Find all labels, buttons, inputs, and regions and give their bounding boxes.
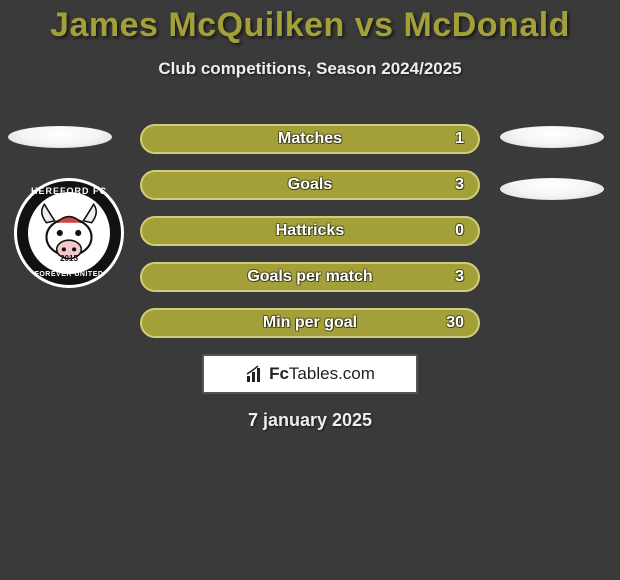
stat-value: 1 <box>455 130 464 148</box>
logo-text: FcTables.com <box>269 364 375 384</box>
crest-top-text: HEREFORD FC <box>14 186 124 196</box>
crest-year: 2015 <box>14 254 124 263</box>
logo-brand-c: .com <box>338 364 375 383</box>
logo-brand-a: Fc <box>269 364 289 383</box>
stat-value: 3 <box>455 176 464 194</box>
stat-row-matches: Matches 1 <box>140 124 480 154</box>
player-badge-right-1 <box>500 126 604 148</box>
page-title: James McQuilken vs McDonald <box>0 0 620 45</box>
stat-row-goals: Goals 3 <box>140 170 480 200</box>
stat-label: Goals <box>142 176 478 194</box>
comparison-infographic: James McQuilken vs McDonald Club competi… <box>0 0 620 580</box>
stat-value: 30 <box>446 314 464 332</box>
stat-label: Min per goal <box>142 314 478 332</box>
player-badge-left <box>8 126 112 148</box>
stat-value: 3 <box>455 268 464 286</box>
stat-row-min-per-goal: Min per goal 30 <box>140 308 480 338</box>
stat-label: Goals per match <box>142 268 478 286</box>
stat-row-hattricks: Hattricks 0 <box>140 216 480 246</box>
club-crest: HEREFORD FC 2015 FOREVER UNITED <box>14 178 124 288</box>
subtitle: Club competitions, Season 2024/2025 <box>0 59 620 79</box>
player-badge-right-2 <box>500 178 604 200</box>
date-label: 7 january 2025 <box>0 410 620 431</box>
bar-chart-icon <box>245 364 265 384</box>
site-logo[interactable]: FcTables.com <box>202 354 418 394</box>
stat-label: Matches <box>142 130 478 148</box>
stat-row-goals-per-match: Goals per match 3 <box>140 262 480 292</box>
stat-label: Hattricks <box>142 222 478 240</box>
crest-bottom-text: FOREVER UNITED <box>14 271 124 278</box>
logo-brand-b: Tables <box>289 364 338 383</box>
stat-value: 0 <box>455 222 464 240</box>
